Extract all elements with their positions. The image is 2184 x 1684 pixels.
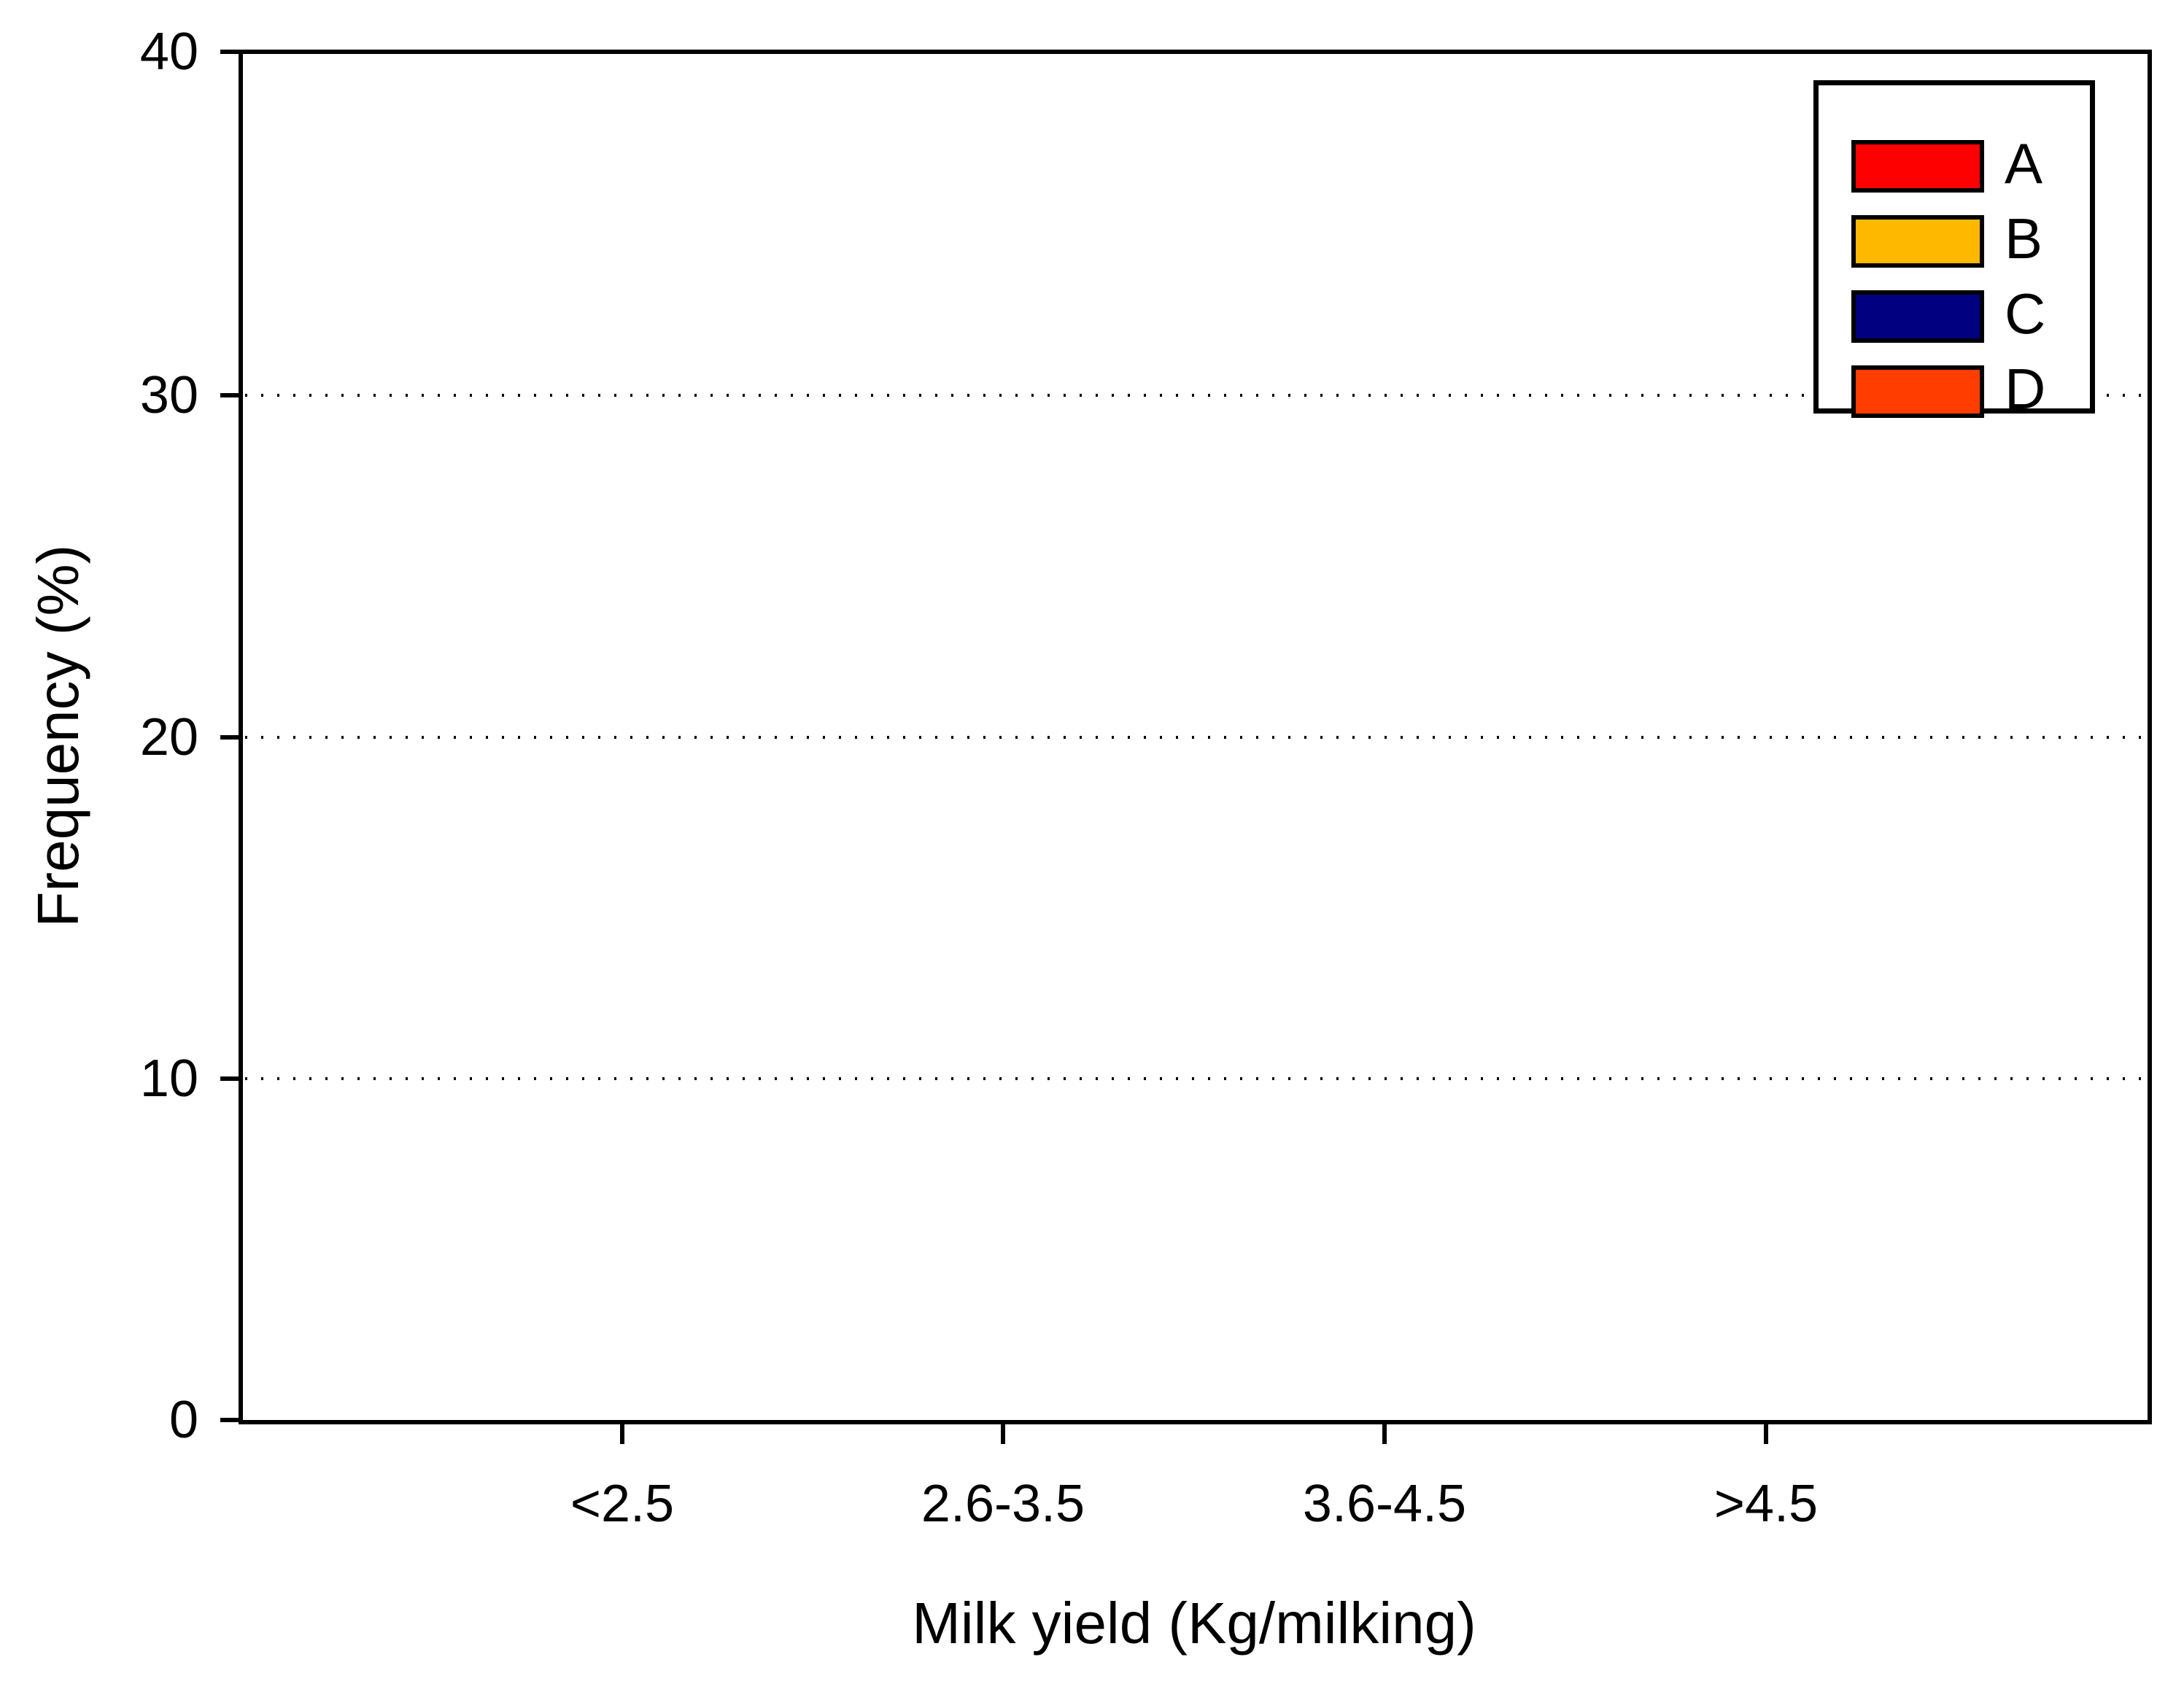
x-tick-cat3 (1382, 1422, 1387, 1444)
y-tick-40 (220, 50, 241, 54)
gridline-y-20 (245, 736, 2143, 739)
y-axis-title: Frequency (%) (26, 544, 90, 928)
legend-swatch-a (1851, 140, 1984, 193)
y-tick-label-40: 40 (139, 23, 198, 81)
y-tick-30 (220, 393, 241, 397)
legend-swatch-d (1851, 365, 1984, 418)
x-tick-label-cat4: >4.5 (1713, 1475, 1819, 1533)
legend-swatch-c (1851, 290, 1984, 343)
legend-label-d: D (2005, 357, 2046, 421)
y-tick-label-30: 30 (139, 366, 198, 424)
legend: A B C D (1813, 80, 2095, 421)
y-tick-label-20: 20 (139, 708, 198, 767)
y-tick-0 (220, 1418, 241, 1422)
x-tick-label-cat1: <2.5 (570, 1475, 675, 1533)
y-tick-20 (220, 735, 241, 740)
x-tick-cat1 (620, 1422, 624, 1444)
legend-label-b: B (2005, 206, 2043, 271)
legend-swatch-b (1851, 215, 1984, 268)
y-tick-10 (220, 1076, 241, 1081)
legend-label-a: A (2005, 131, 2043, 195)
x-axis-title: Milk yield (Kg/milking) (912, 1591, 1476, 1656)
gridline-y-30 (245, 394, 2143, 397)
x-tick-label-cat3: 3.6-4.5 (1302, 1475, 1467, 1533)
y-tick-label-10: 10 (139, 1049, 198, 1108)
legend-label-c: C (2005, 282, 2046, 346)
x-tick-cat2 (1001, 1422, 1005, 1444)
x-tick-label-cat2: 2.6-3.5 (921, 1475, 1085, 1533)
plot-area-border (239, 50, 2152, 1424)
y-tick-label-0: 0 (169, 1391, 198, 1449)
gridline-y-10 (245, 1077, 2143, 1080)
x-tick-cat4 (1764, 1422, 1768, 1444)
